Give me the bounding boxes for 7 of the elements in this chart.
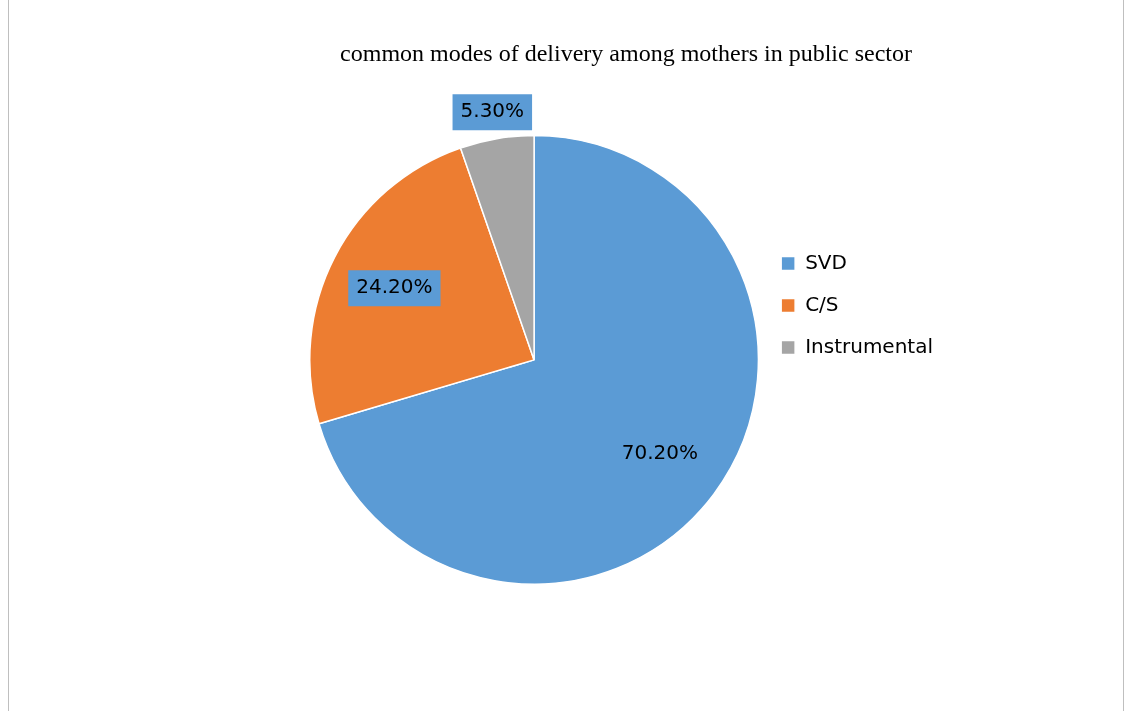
legend-label: SVD bbox=[805, 249, 847, 274]
legend-label: C/S bbox=[805, 291, 839, 316]
legend-label: Instrumental bbox=[805, 333, 934, 358]
data-label: 5.30% bbox=[460, 98, 525, 123]
data-label: 24.20% bbox=[356, 274, 433, 299]
chart-title: common modes of delivery among mothers in public sector bbox=[340, 39, 912, 66]
data-label: 70.20% bbox=[621, 440, 699, 465]
